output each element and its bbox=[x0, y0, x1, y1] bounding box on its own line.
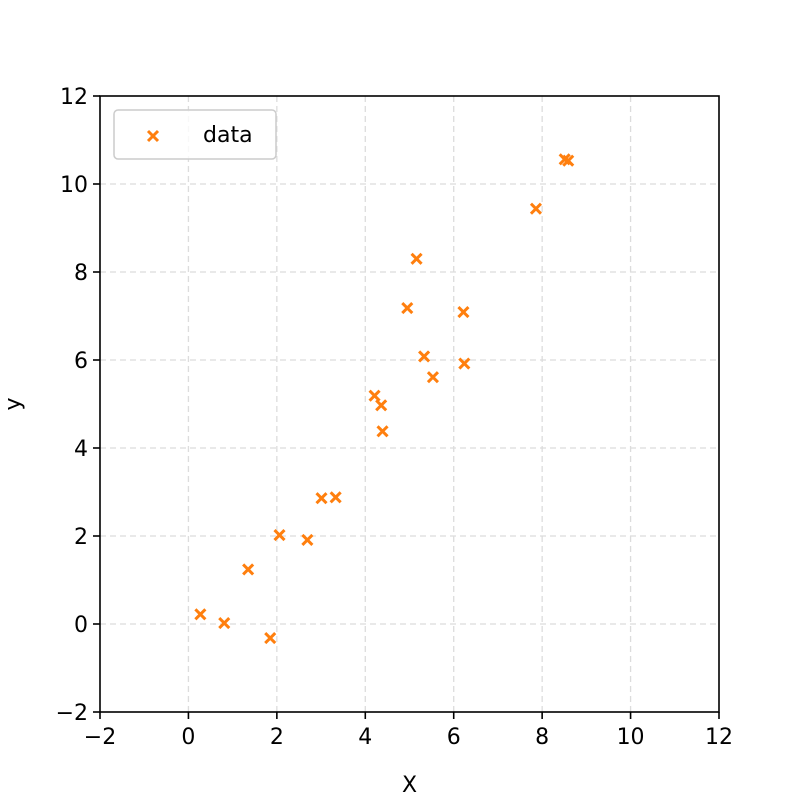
marker-stroke bbox=[375, 399, 388, 412]
marker-stroke bbox=[218, 617, 231, 630]
data-point bbox=[315, 492, 328, 505]
marker-stroke bbox=[458, 357, 471, 370]
marker-stroke bbox=[329, 491, 342, 504]
data-point bbox=[410, 252, 423, 265]
marker-stroke bbox=[368, 389, 381, 402]
y-tick-label: 10 bbox=[60, 173, 88, 198]
marker-stroke bbox=[401, 302, 414, 315]
marker-stroke bbox=[146, 129, 160, 143]
data-point bbox=[329, 491, 342, 504]
marker-stroke bbox=[529, 202, 543, 215]
marker-stroke bbox=[562, 154, 575, 167]
marker-stroke bbox=[242, 563, 255, 576]
legend-marker bbox=[146, 129, 160, 143]
marker-stroke bbox=[457, 305, 470, 319]
x-tick-label: 10 bbox=[617, 725, 645, 750]
marker-stroke bbox=[376, 425, 389, 438]
data-point bbox=[301, 533, 314, 547]
marker-stroke bbox=[315, 492, 328, 505]
data-point bbox=[368, 389, 381, 402]
data-point bbox=[458, 357, 471, 370]
y-tick-label: 6 bbox=[74, 349, 88, 374]
grid bbox=[100, 96, 719, 712]
data-point bbox=[376, 425, 389, 438]
y-tick-label: −2 bbox=[56, 701, 88, 726]
marker-stroke bbox=[426, 371, 439, 384]
x-tick-label: 2 bbox=[270, 725, 284, 750]
legend-entry-data: data bbox=[203, 123, 253, 148]
y-tick-label: 0 bbox=[74, 613, 88, 638]
data-point bbox=[529, 202, 543, 215]
data-point bbox=[375, 399, 388, 412]
data-point bbox=[194, 608, 207, 621]
x-tick-label: 0 bbox=[181, 725, 195, 750]
data-point bbox=[264, 632, 277, 645]
marker-stroke bbox=[418, 350, 431, 363]
y-tick-label: 4 bbox=[74, 437, 88, 462]
legend-box bbox=[113, 109, 277, 160]
x-tick-label: 4 bbox=[358, 725, 372, 750]
data-point bbox=[401, 302, 414, 315]
data-point bbox=[242, 563, 255, 576]
y-axis-label: y bbox=[1, 397, 26, 410]
data-point bbox=[218, 617, 231, 630]
legend: data bbox=[113, 109, 277, 160]
marker-stroke bbox=[410, 252, 423, 265]
y-tick-label: 8 bbox=[74, 261, 88, 286]
axis-ticks: −2 0 2 4 6 8 10 12 −2 0 2 4 6 8 10 12 bbox=[56, 85, 733, 750]
data-point bbox=[418, 350, 431, 363]
data-point bbox=[273, 529, 286, 542]
x-tick-label: 6 bbox=[447, 725, 461, 750]
x-tick-label: −2 bbox=[84, 725, 116, 750]
x-tick-label: 12 bbox=[705, 725, 733, 750]
x-axis-label: X bbox=[402, 773, 417, 798]
data-point bbox=[457, 305, 470, 319]
marker-stroke bbox=[558, 153, 571, 166]
x-tick-label: 8 bbox=[535, 725, 549, 750]
marker-stroke bbox=[194, 608, 207, 621]
data-point bbox=[562, 154, 575, 167]
y-tick-label: 12 bbox=[60, 85, 88, 110]
marker-stroke bbox=[273, 529, 286, 542]
marker-stroke bbox=[301, 533, 314, 547]
data-point bbox=[426, 371, 439, 384]
data-points bbox=[194, 153, 575, 645]
marker-stroke bbox=[264, 632, 277, 645]
legend-x-marker bbox=[146, 129, 160, 143]
plot-frame bbox=[99, 95, 720, 713]
y-tick-label: 2 bbox=[74, 525, 88, 550]
